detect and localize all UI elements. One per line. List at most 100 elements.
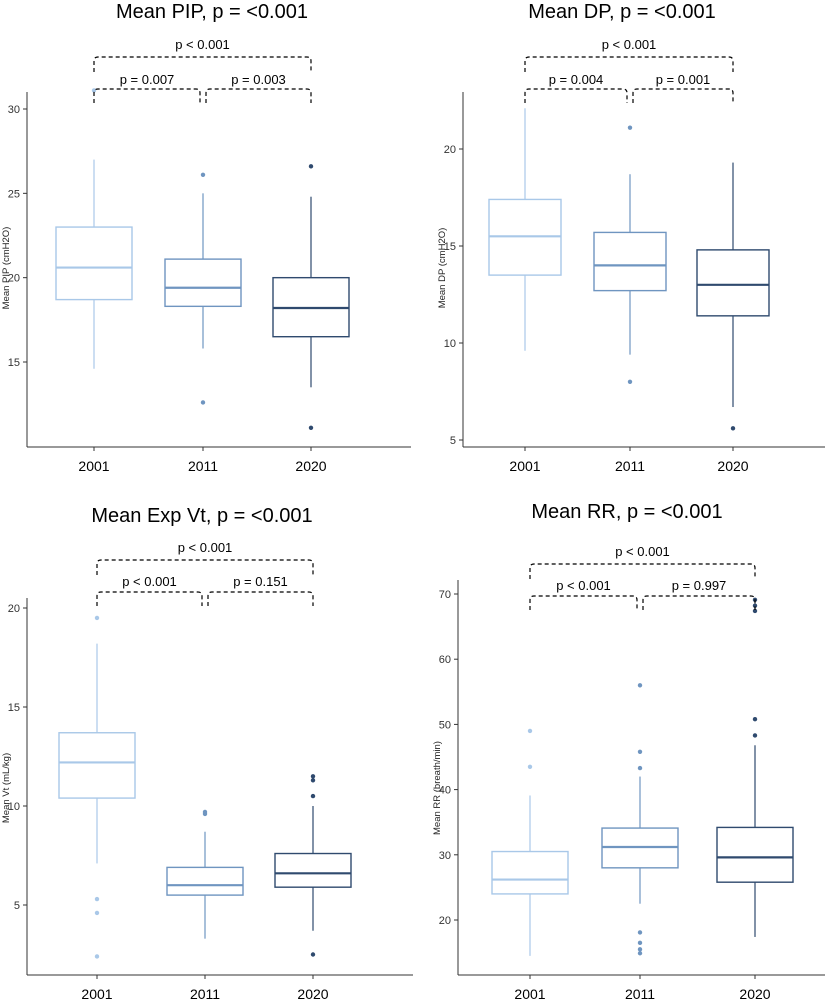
chart-panel-1: Mean PIP, p = <0.001 Mean PIP (cmH2O) 15 20… [1,1,411,474]
y-tick-label: 5 [14,900,20,912]
y-axis-label: Mean PIP (cmH2O) [1,227,12,310]
significance-bracket [205,88,312,103]
y-tick-label: 30 [8,104,20,116]
chart-title: Mean RR, p = <0.001 [531,501,722,523]
outlier-point [730,426,736,431]
outlier-point [310,774,316,779]
iqr-box [491,850,569,895]
chart-title: Mean Exp Vt, p = <0.001 [91,505,312,527]
outlier-point [637,930,643,935]
y-tick-label: 15 [8,702,20,714]
x-tick-label: 2001 [514,986,545,1000]
outlier-point [752,608,758,614]
y-tick-label: 25 [8,188,20,200]
significance-label: p < 0.001 [122,574,177,589]
outlier-point [200,400,206,405]
x-tick-label: 2011 [625,986,655,1000]
y-tick-label: 10 [8,801,20,813]
iqr-box [716,826,794,883]
box-2020 [716,597,794,937]
outlier-point [202,809,208,815]
y-tick-label: 50 [439,719,451,731]
box-2020 [696,162,770,431]
outlier-point [752,716,758,722]
iqr-box [164,258,242,308]
y-tick-label: 30 [439,850,451,862]
chart-title: Mean DP, p = <0.001 [528,1,716,23]
iqr-box [593,231,667,292]
chart-panel-3: Mean Exp Vt, p = <0.001 Mean Vt (mL/kg) 5 1… [1,505,413,1000]
significance-label: p < 0.001 [602,37,657,52]
box-2011 [164,172,242,405]
outlier-point [94,896,100,902]
significance-bracket [93,88,201,103]
y-tick-label: 10 [444,338,456,350]
x-tick-label: 2020 [297,986,328,1000]
outlier-point [637,765,643,771]
outlier-point [637,951,643,956]
significance-label: p = 0.997 [672,578,727,593]
chart-panel-4: Mean RR, p = <0.001 Mean RR (breath/min) 2… [432,501,825,1000]
outlier-point [310,778,316,783]
y-tick-label: 15 [444,241,456,253]
outlier-point [637,683,643,688]
significance-bracket [642,595,756,610]
outlier-point [308,425,314,430]
outlier-point [637,940,643,946]
significance-label: p = 0.003 [231,72,286,87]
y-tick-label: 15 [8,357,20,369]
y-tick-label: 20 [439,915,451,927]
outlier-point [91,88,97,93]
box-2001 [55,88,133,369]
box-2011 [166,809,244,939]
outlier-point [637,749,643,754]
y-tick-label: 20 [8,273,20,285]
box-2001 [58,615,136,959]
x-tick-label: 2020 [717,458,748,474]
iqr-box [58,732,136,799]
outlier-point [94,954,100,959]
significance-bracket [207,591,314,606]
outlier-point [527,764,533,769]
outlier-point [752,733,758,738]
significance-bracket [529,563,756,579]
iqr-box [696,249,770,317]
significance-label: p < 0.001 [615,544,670,559]
iqr-box [55,226,133,301]
outlier-point [627,379,633,384]
box-2011 [601,683,679,956]
iqr-box [274,852,352,888]
y-tick-label: 60 [439,654,451,666]
y-tick-label: 40 [439,785,451,797]
outlier-point [627,125,633,130]
y-axis-label: Mean RR (breath/min) [432,741,443,835]
significance-label: p < 0.001 [178,540,233,555]
outlier-point [752,603,758,608]
x-tick-label: 2011 [615,458,645,474]
significance-label: p = 0.004 [549,72,604,87]
iqr-box [166,866,244,896]
x-tick-label: 2020 [295,458,326,474]
x-tick-label: 2011 [190,986,220,1000]
significance-label: p = 0.151 [233,574,288,589]
y-tick-label: 5 [450,435,456,447]
significance-label: p = 0.007 [120,72,175,87]
significance-bracket [529,595,638,610]
significance-bracket [524,56,734,72]
significance-bracket [93,56,312,72]
box-2001 [488,108,562,351]
outlier-point [310,952,316,957]
outlier-point [200,172,206,177]
y-tick-label: 70 [439,589,451,601]
significance-bracket [96,591,203,606]
significance-label: p = 0.001 [656,72,711,87]
outlier-point [527,728,533,734]
x-tick-label: 2011 [188,458,218,474]
outlier-point [94,910,100,916]
significance-bracket [524,88,628,103]
chart-panel-2: Mean DP, p = <0.001 Mean DP (cmH2O) 5 10 15 2… [437,1,825,474]
chart-title: Mean PIP, p = <0.001 [116,1,308,23]
significance-label: p < 0.001 [175,37,230,52]
outlier-point [308,164,314,169]
